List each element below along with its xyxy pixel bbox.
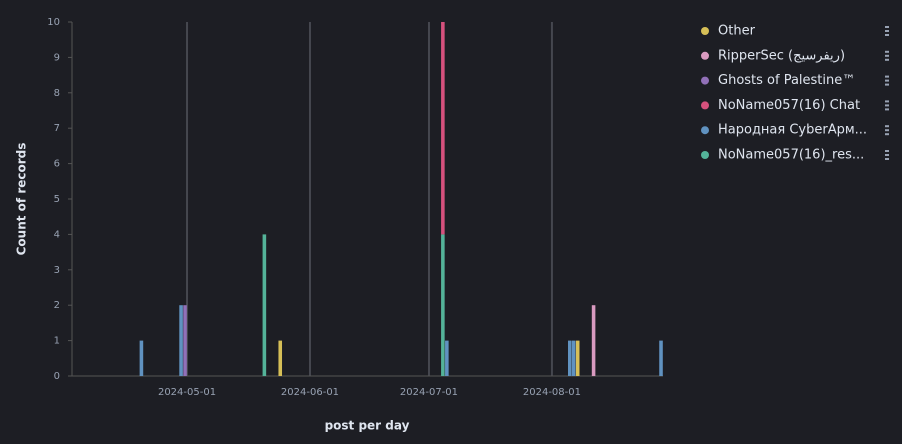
legend-label: Ghosts of Palestine™: [718, 73, 855, 88]
legend-menu-icon: [885, 129, 889, 132]
y-tick-label: 1: [54, 336, 60, 347]
y-tick-label: 5: [54, 194, 60, 205]
legend-menu-icon: [885, 108, 889, 111]
y-tick-label: 4: [54, 229, 60, 240]
legend-menu-icon: [885, 75, 889, 78]
legend-menu-icon: [885, 79, 889, 82]
bar: [568, 340, 572, 376]
legend-menu-icon: [885, 125, 889, 128]
bar: [139, 340, 144, 376]
bar: [262, 234, 267, 376]
y-tick-label: 8: [54, 88, 60, 99]
bar: [278, 340, 283, 376]
y-tick-label: 7: [54, 123, 60, 134]
x-tick-label: 2024-06-01: [281, 387, 339, 398]
y-axis-title: Count of records: [15, 143, 29, 256]
legend-menu-icon: [885, 158, 889, 160]
bar: [183, 305, 187, 376]
y-tick-label: 6: [54, 159, 60, 170]
legend-label: Other: [718, 24, 756, 39]
legend-swatch: [701, 51, 709, 60]
bar: [441, 22, 445, 235]
bar: [179, 305, 183, 376]
bar: [591, 305, 596, 376]
y-tick-label: 10: [47, 17, 60, 28]
x-tick-label: 2024-05-01: [158, 387, 216, 398]
legend-menu-icon: [885, 133, 889, 136]
legend-menu-icon: [885, 58, 889, 61]
bar: [575, 340, 580, 376]
legend-swatch: [701, 27, 709, 35]
y-tick-label: 0: [54, 371, 60, 382]
legend-menu-icon: [885, 50, 889, 53]
y-tick-label: 3: [54, 265, 60, 276]
legend-label: NoName057(16)_res...: [718, 148, 864, 163]
legend-swatch: [701, 126, 709, 135]
bar: [445, 340, 449, 376]
x-tick-label: 2024-07-01: [400, 387, 458, 398]
legend-label: NoName057(16) Chat: [718, 98, 860, 113]
legend-menu-icon: [885, 154, 889, 156]
bar: [571, 340, 576, 376]
legend-label: Народная CyberАрм...: [718, 123, 867, 138]
bar: [659, 340, 663, 376]
x-axis-title: post per day: [325, 419, 410, 433]
legend-menu-icon: [885, 104, 889, 107]
legend-menu-icon: [885, 100, 889, 103]
legend-menu-icon: [885, 26, 889, 28]
legend-menu-icon: [885, 150, 889, 152]
legend-menu-icon: [885, 30, 889, 32]
x-tick-label: 2024-08-01: [523, 387, 581, 398]
legend-menu-icon: [885, 54, 889, 57]
legend-label: RipperSec (ريفرسيج): [718, 48, 845, 63]
y-tick-label: 9: [54, 52, 60, 63]
legend-swatch: [701, 76, 709, 85]
legend-swatch: [701, 151, 709, 159]
legend-menu-icon: [885, 34, 889, 36]
bar: [441, 234, 445, 376]
y-tick-label: 2: [54, 300, 60, 311]
legend-menu-icon: [885, 83, 889, 86]
legend-swatch: [701, 101, 709, 110]
